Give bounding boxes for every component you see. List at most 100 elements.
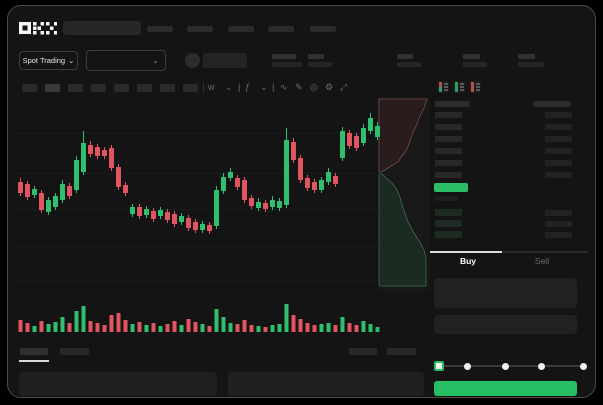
bottom-tab-1[interactable]: [60, 348, 89, 355]
camera-icon[interactable]: ◎: [310, 82, 318, 92]
timeframe-button-4[interactable]: [114, 84, 129, 92]
pair-select[interactable]: ⌄: [86, 50, 166, 71]
nav-item-0[interactable]: [147, 26, 173, 32]
color-column: [439, 82, 442, 92]
row-line: [460, 86, 464, 88]
coin-icon: [185, 53, 200, 68]
slider-handle[interactable]: [434, 361, 444, 371]
bottom-tab-2[interactable]: [349, 348, 377, 355]
stat-label-1: [308, 54, 324, 59]
nav-item-4[interactable]: [310, 26, 336, 32]
stat-label-3: [463, 54, 480, 59]
orderbook-header-price: [435, 101, 470, 107]
app-window: Spot Trading ⌄ ⌄ ᴡ ⌄ | ƒ ⌄ | ∿ ✎ ◎ ⚙ ⤢ Buy Sell: [7, 5, 596, 398]
amount-field[interactable]: [434, 315, 577, 334]
timeframe-button-6[interactable]: [160, 84, 175, 92]
stat-value-4: [518, 62, 544, 67]
tab-sell[interactable]: Sell: [534, 256, 550, 266]
chevron-down-icon[interactable]: ⌄: [225, 82, 233, 92]
ask-row-price-4[interactable]: [435, 160, 462, 166]
toolbar-divider: [203, 82, 204, 93]
orderbook-header-amount: [533, 101, 571, 107]
orderbook-sub-price: [435, 196, 458, 201]
orderbook-last-price: [434, 183, 468, 192]
spot-trading-label: Spot Trading: [22, 56, 66, 65]
color-column: [455, 82, 458, 92]
row-line: [476, 89, 480, 91]
timeframe-button-2[interactable]: [68, 84, 83, 92]
nav-item-2[interactable]: [228, 26, 254, 32]
ask-row-amount-0: [545, 112, 572, 118]
indicators-icon[interactable]: ƒ: [245, 82, 251, 92]
okx-logo: [19, 22, 57, 35]
timeframe-button-1[interactable]: [45, 84, 60, 92]
draw-icon[interactable]: ✎: [295, 82, 303, 92]
nav-item-1[interactable]: [187, 26, 213, 32]
chart-type-icon[interactable]: ᴡ: [208, 82, 215, 92]
line-tool-icon[interactable]: ∿: [280, 82, 288, 92]
ask-row-price-2[interactable]: [435, 136, 462, 142]
chevron-down-icon[interactable]: ⌄: [260, 82, 268, 92]
buy-button[interactable]: [434, 381, 577, 396]
ask-row-price-3[interactable]: [435, 148, 462, 154]
row-line: [444, 89, 448, 91]
ask-row-amount-3: [545, 148, 572, 154]
spot-trading-dropdown[interactable]: Spot Trading ⌄: [19, 51, 78, 70]
ask-row-price-1[interactable]: [435, 124, 462, 130]
toolbar-divider: |: [238, 82, 241, 92]
fullscreen-icon[interactable]: ⤢: [340, 82, 348, 92]
row-line: [444, 86, 448, 88]
timeframe-button-5[interactable]: [137, 84, 152, 92]
bid-row-amount-1: [545, 221, 572, 227]
ask-row-amount-1: [545, 124, 572, 130]
settings-icon[interactable]: ⚙: [325, 82, 334, 92]
bid-row-amount-2: [545, 232, 572, 238]
orderbook-both-icon[interactable]: [437, 81, 449, 93]
bottom-tab-3[interactable]: [387, 348, 416, 355]
stat-label-2: [397, 54, 413, 59]
price-field[interactable]: [434, 278, 577, 308]
search-input[interactable]: [63, 21, 141, 35]
row-line: [460, 83, 464, 85]
nav-item-3[interactable]: [268, 26, 294, 32]
ask-row-amount-2: [545, 136, 572, 142]
slider-stop-0[interactable]: [463, 362, 471, 370]
timeframe-button-3[interactable]: [91, 84, 106, 92]
chevron-down-icon: ⌄: [152, 56, 159, 65]
row-line: [476, 86, 480, 88]
row-line: [460, 89, 464, 91]
bottom-tab-active-indicator: [19, 360, 49, 362]
bottom-panel-1[interactable]: [228, 372, 424, 396]
orderbook-asks-icon[interactable]: [469, 81, 481, 93]
stat-label-0: [272, 54, 296, 59]
stat-value-2: [397, 62, 421, 67]
orderbook-bids-icon[interactable]: [453, 81, 465, 93]
row-line: [444, 83, 448, 85]
ask-row-price-0[interactable]: [435, 112, 462, 118]
slider-stop-2[interactable]: [537, 362, 545, 370]
last-price-placeholder: [203, 53, 247, 68]
stat-value-1: [308, 62, 332, 67]
ask-row-amount-4: [545, 160, 572, 166]
timeframe-button-0[interactable]: [22, 84, 37, 92]
bid-row-amount-0: [545, 210, 572, 216]
bid-row-price-0[interactable]: [435, 209, 462, 216]
slider-stop-1[interactable]: [501, 362, 509, 370]
chevron-down-icon: ⌄: [68, 56, 75, 65]
amount-slider[interactable]: [438, 365, 586, 367]
toolbar-divider: |: [272, 82, 275, 92]
bid-row-price-2[interactable]: [435, 231, 462, 238]
stat-label-4: [518, 54, 535, 59]
stat-value-3: [463, 62, 487, 67]
ask-row-price-5[interactable]: [435, 172, 462, 178]
bottom-tab-0[interactable]: [20, 348, 48, 355]
tab-active-indicator: [430, 250, 502, 253]
stat-value-0: [272, 62, 302, 67]
timeframe-button-7[interactable]: [183, 84, 198, 92]
ask-row-amount-5: [545, 172, 572, 178]
row-line: [476, 83, 480, 85]
bottom-panel-0[interactable]: [19, 372, 217, 396]
tab-buy[interactable]: Buy: [459, 256, 477, 266]
bid-row-price-1[interactable]: [435, 220, 462, 227]
slider-stop-3[interactable]: [579, 362, 587, 370]
